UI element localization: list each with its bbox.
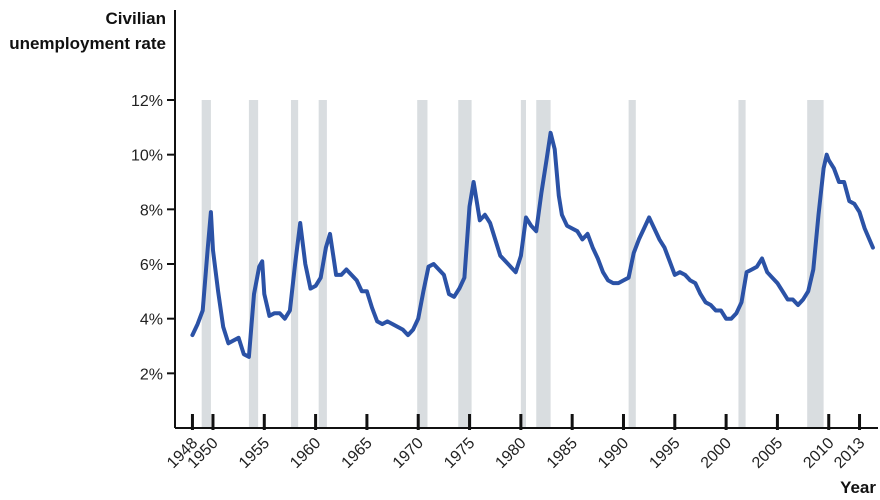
x-tick-label: 1975: [441, 435, 478, 472]
x-tick-label: 1985: [544, 435, 581, 472]
unemployment-line: [190, 130, 875, 359]
x-tick-label: 1965: [339, 435, 376, 472]
y-tick-label: 4%: [140, 312, 163, 329]
x-tick-label: 2010: [800, 435, 837, 472]
y-axis-title: Civilian unemployment rate: [9, 9, 166, 53]
x-tick-label: 1960: [287, 435, 324, 472]
y-tick-label: 12%: [131, 93, 163, 110]
y-tick-label: 10%: [131, 148, 163, 165]
x-tick-label: 2000: [698, 435, 735, 472]
x-tick-label: 1970: [390, 435, 427, 472]
recession-band: [738, 100, 746, 428]
x-tick-label: 2005: [749, 435, 786, 472]
y-tick-label: 2%: [140, 366, 163, 383]
x-tick-label: 1980: [492, 435, 529, 472]
x-tick-label: 1990: [595, 435, 632, 472]
recession-band: [536, 100, 551, 428]
x-tick-label: 2013: [831, 435, 868, 472]
recession-band: [520, 100, 526, 428]
x-tick-label: 1995: [646, 435, 683, 472]
recession-band: [248, 100, 259, 428]
y-tick-label: 8%: [140, 202, 163, 219]
recession-band: [417, 100, 428, 428]
x-tick-label: 1955: [236, 435, 273, 472]
y-tick-label: 6%: [140, 257, 163, 274]
x-axis-title: Year: [840, 478, 876, 497]
